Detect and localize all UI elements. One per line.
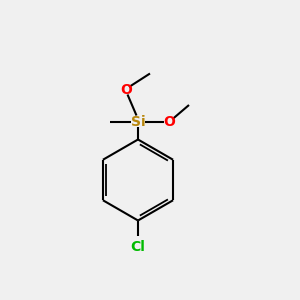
Text: Si: Si xyxy=(131,115,145,128)
Text: Cl: Cl xyxy=(130,240,146,254)
Text: O: O xyxy=(120,83,132,97)
Text: O: O xyxy=(164,115,175,128)
